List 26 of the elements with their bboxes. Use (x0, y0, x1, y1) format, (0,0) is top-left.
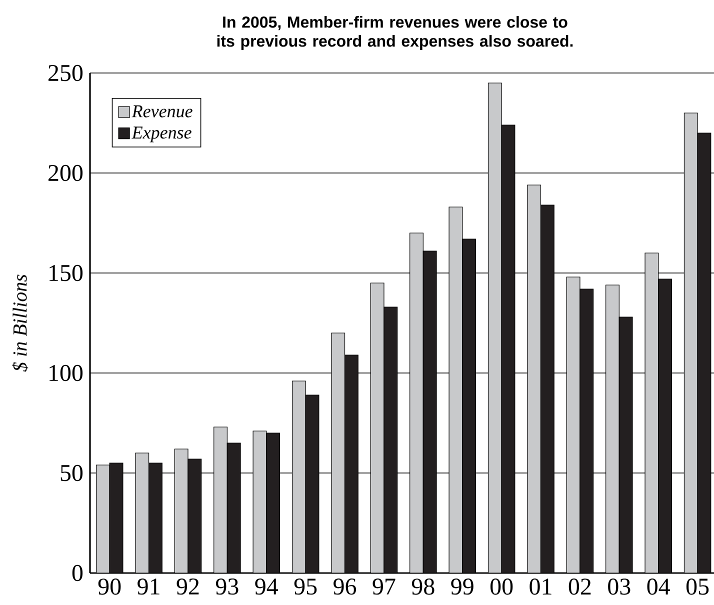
x-tick-label: 02 (568, 578, 591, 595)
x-tick-label: 91 (138, 578, 160, 595)
y-axis-title: $ in Billions (12, 274, 28, 372)
x-tick-label: 90 (98, 578, 121, 595)
x-tick-label: 04 (647, 578, 670, 595)
x-tick-label: 97 (372, 578, 396, 595)
legend-label: Revenue (132, 105, 192, 118)
x-tick-label: 95 (294, 578, 317, 595)
x-tick-label: 92 (176, 578, 199, 595)
y-tick-label: 100 (50, 364, 83, 382)
x-tick-label: 96 (334, 578, 356, 595)
y-tick-label: 200 (48, 164, 83, 182)
x-tick-label: 93 (216, 578, 238, 595)
y-tick-label: 50 (60, 464, 83, 482)
y-tick-label: 150 (50, 264, 83, 282)
x-tick-label: 98 (412, 578, 434, 595)
x-tick-label: 05 (686, 578, 709, 595)
y-tick-label: 250 (48, 64, 83, 82)
x-tick-label: 99 (451, 578, 474, 595)
y-tick-label: 0 (72, 564, 83, 582)
x-tick-label: 94 (255, 578, 278, 595)
legend-label: Expense (132, 126, 192, 142)
chart-title: In 2005, Member-firm revenues were close to its previous record and expenses also soared. (217, 16, 573, 50)
x-tick-label: 00 (490, 578, 513, 595)
x-tick-label: 03 (608, 578, 630, 595)
x-tick-label: 01 (530, 578, 552, 595)
